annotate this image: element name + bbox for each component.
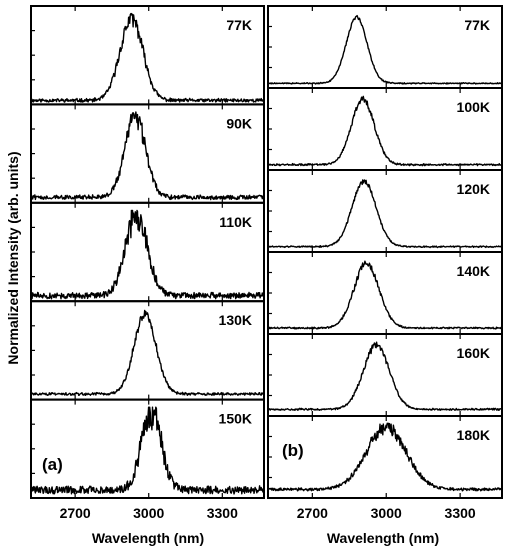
spectrum-line-120K (267, 179, 503, 249)
subplot-b-120K: 120K (267, 169, 503, 253)
spectrum-line-160K (267, 341, 503, 411)
temperature-label: 90K (226, 115, 252, 131)
temperature-label: 110K (219, 214, 252, 230)
temperature-label: 160K (457, 345, 490, 361)
x-tick-label: 2700 (60, 505, 91, 521)
spectrum-line-140K (267, 260, 503, 330)
subplot-a-110K: 110K (30, 201, 265, 303)
x-tick-label: 3300 (207, 505, 238, 521)
temperature-label: 180K (457, 427, 490, 443)
temperature-label: 130K (219, 312, 252, 328)
subplot-a-130K: 130K (30, 300, 265, 401)
temperature-label: 150K (219, 411, 252, 427)
spectrum-line-90K (30, 111, 265, 201)
x-tick-label: 3000 (371, 505, 402, 521)
spectrum-line-77K (267, 14, 503, 85)
subplot-b-160K: 160K (267, 333, 503, 417)
subplot-b-100K: 100K (267, 87, 503, 171)
spectrum-line-100K (267, 95, 503, 167)
temperature-label: 120K (457, 181, 490, 197)
panels-group: 77K 90K 110K 130K 150K (a) 2700 3000 3300 77K 100K… (30, 5, 503, 521)
x-axis-label-panel-b: Wavelength (nm) (327, 530, 439, 546)
y-axis-label: Normalized Intensity (arb. units) (5, 151, 21, 364)
subplot-b-77K: 77K (267, 5, 503, 89)
temperature-label: 140K (457, 263, 490, 279)
temperature-label: 100K (457, 99, 490, 115)
x-tick-label: 2700 (297, 505, 328, 521)
subplot-a-90K: 90K (30, 103, 265, 204)
subplot-b-180K: 180K (267, 415, 503, 499)
x-axis-label-panel-a: Wavelength (nm) (92, 530, 204, 546)
panel-a: 77K 90K 110K 130K 150K (a) 2700 3000 3300 (30, 5, 265, 521)
x-tick-label: 3000 (133, 505, 164, 521)
spectrum-line-150K (30, 406, 265, 495)
subplot-a-77K: 77K (30, 5, 265, 106)
x-tick-label: 3300 (445, 505, 476, 521)
temperature-label: 77K (226, 17, 252, 33)
spectrum-line-130K (30, 309, 265, 396)
spectrum-line-77K (30, 12, 265, 103)
spectrum-line-110K (30, 209, 265, 300)
panel-b: 77K 100K 120K 140K 160K 180K (b) 2700 3000 3300 (267, 5, 503, 521)
spectrum-line-180K (267, 422, 503, 492)
subplot-a-150K: 150K (30, 398, 265, 500)
panel-label: (b) (282, 441, 304, 460)
panel-label: (a) (42, 455, 63, 474)
temperature-label: 77K (464, 17, 490, 33)
subplot-b-140K: 140K (267, 251, 503, 335)
